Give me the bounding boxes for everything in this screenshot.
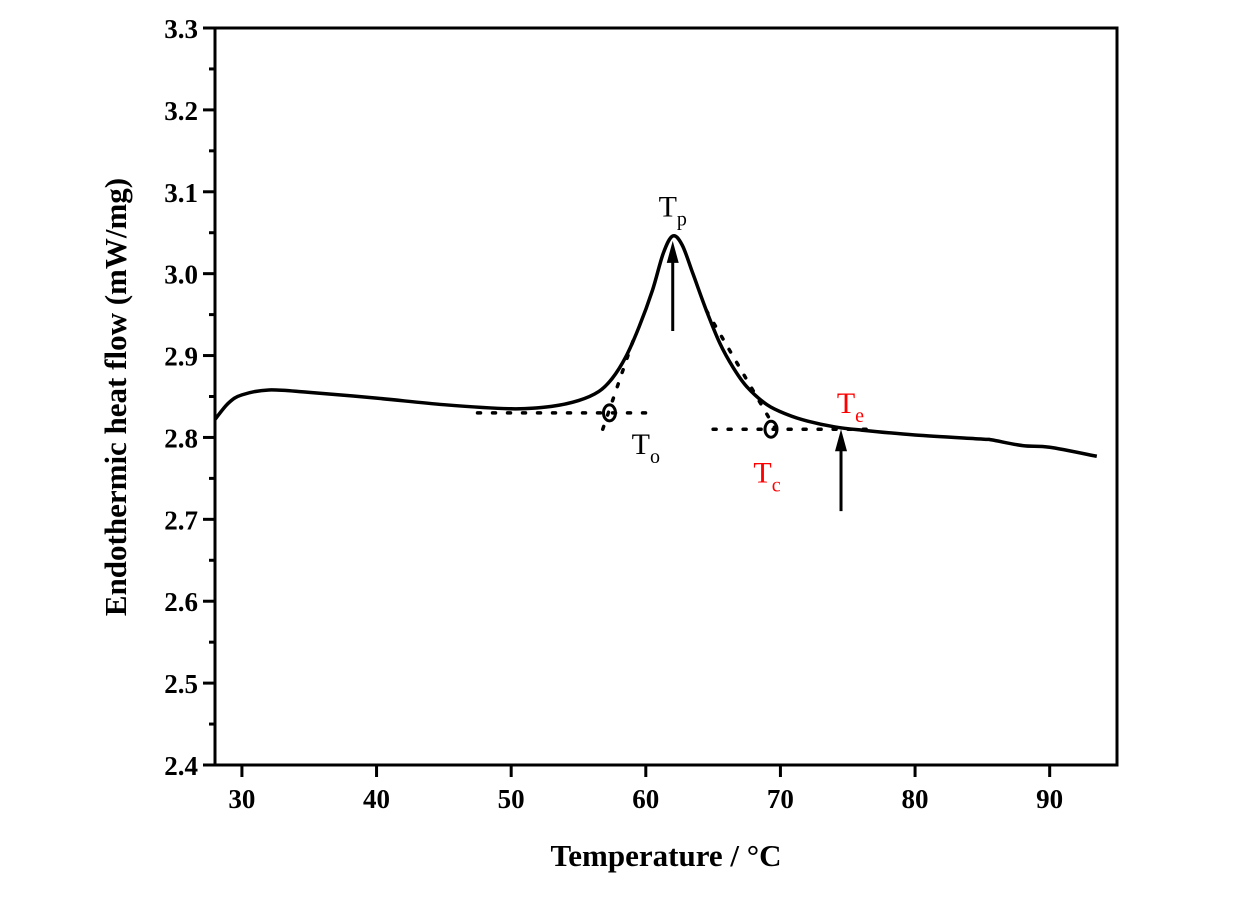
tangent-dotted-line: [704, 308, 783, 440]
x-tick-label: 40: [363, 784, 390, 814]
y-tick-label: 3.2: [164, 96, 198, 126]
annotation-label: Te: [837, 387, 864, 427]
x-tick-label: 90: [1036, 784, 1063, 814]
x-tick-label: 30: [228, 784, 255, 814]
x-tick-label: 50: [498, 784, 525, 814]
y-tick-label: 2.6: [164, 587, 198, 617]
intersection-circle-marker: [601, 403, 617, 423]
y-tick-label: 2.7: [164, 505, 198, 535]
tangent-dotted-line: [600, 329, 639, 432]
x-tick-label: 60: [632, 784, 659, 814]
annotation-label: Tp: [659, 190, 687, 230]
y-tick-label: 2.4: [164, 751, 198, 781]
y-tick-label: 2.5: [164, 669, 198, 699]
arrow-head: [835, 429, 848, 452]
y-tick-label: 2.9: [164, 342, 198, 372]
heat-flow-curve: [213, 234, 1098, 458]
plot-frame: [213, 26, 1119, 767]
intersection-circle-marker: [763, 419, 779, 439]
y-tick-label: 3.3: [164, 14, 198, 44]
y-tick-label: 3.1: [164, 178, 198, 208]
annotation-label: To: [632, 428, 660, 468]
arrow-head: [666, 240, 679, 263]
x-axis-label: Temperature / °C: [550, 838, 781, 873]
y-tick-label: 3.0: [164, 260, 198, 290]
x-tick-label: 70: [767, 784, 794, 814]
y-axis-label: Endothermic heat flow (mW/mg): [98, 178, 133, 616]
annotation-label: Tc: [753, 456, 780, 496]
x-tick-label: 80: [902, 784, 929, 814]
y-tick-label: 2.8: [164, 423, 198, 453]
